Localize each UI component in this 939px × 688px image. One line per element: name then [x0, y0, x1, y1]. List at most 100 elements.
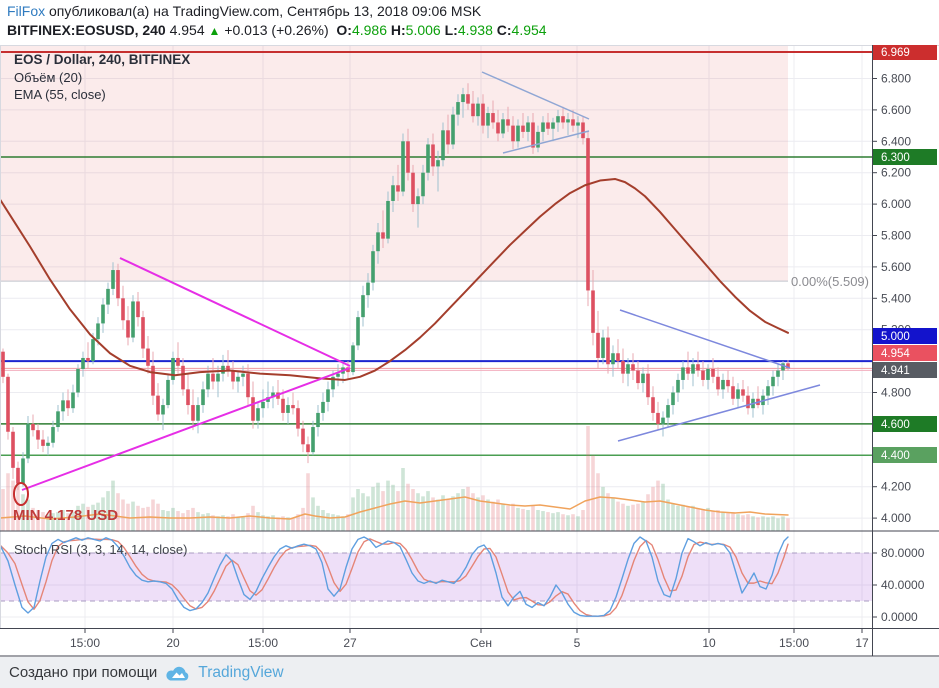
volume-bar — [256, 512, 260, 531]
candle-body — [326, 389, 330, 402]
volume-bar — [226, 516, 230, 531]
candle-body — [186, 389, 190, 406]
time-axis[interactable] — [0, 629, 872, 656]
candle-body — [51, 427, 55, 443]
candle-body — [486, 113, 490, 126]
candle-body — [591, 290, 595, 333]
symbol-label[interactable]: BITFINEX:EOSUSD, 240 — [7, 22, 166, 38]
candle-body — [626, 364, 630, 374]
volume-bar — [146, 506, 150, 531]
stoch-d-line — [0, 537, 789, 617]
candle-body — [286, 405, 290, 413]
chart-legend-volume[interactable]: Объём (20) — [14, 70, 82, 85]
volume-bar — [711, 511, 715, 531]
price-tick-label: 6.000 — [881, 197, 911, 211]
candle-body — [691, 364, 695, 374]
volume-bar — [426, 491, 430, 531]
author-link[interactable]: FilFox — [7, 3, 46, 19]
fib-level-label: 0.00%(5.509) — [791, 274, 869, 289]
candle-body — [651, 397, 655, 413]
volume-bar — [511, 503, 515, 531]
volume-bar — [331, 514, 335, 531]
volume-bar — [276, 517, 280, 531]
candle-body — [261, 401, 265, 409]
volume-bar — [681, 504, 685, 531]
volume-bar — [321, 510, 325, 531]
candle-body — [506, 119, 510, 126]
volume-bar — [251, 505, 255, 531]
chart-canvas[interactable]: 6.800 6.600 6.400 6.200 6.000 5.800 5.600 5.400… — [0, 45, 939, 657]
volume-bar — [441, 495, 445, 531]
candle-body — [156, 395, 160, 415]
last-price: 4.954 — [169, 22, 205, 38]
low-value: 4.938 — [457, 22, 493, 38]
chart-legend-ema[interactable]: EMA (55, close) — [14, 87, 106, 102]
volume-bar — [666, 499, 670, 531]
volume-bar — [576, 516, 580, 531]
tradingview-brand-link[interactable]: TradingView — [198, 663, 284, 681]
volume-bar — [691, 505, 695, 531]
ema-line — [0, 177, 789, 381]
candle-body — [136, 301, 140, 318]
main-chart-pane[interactable] — [0, 45, 872, 531]
candle-body — [131, 301, 135, 338]
candle-body — [541, 122, 545, 132]
volume-bar — [641, 501, 645, 531]
volume-bar — [561, 514, 565, 531]
price-badge — [873, 447, 937, 463]
volume-bar — [476, 497, 480, 531]
candle-body — [536, 131, 540, 148]
stoch-legend[interactable]: Stoch RSI (3, 3, 14, 14, close) — [14, 542, 187, 557]
volume-bar — [151, 499, 155, 531]
volume-bar — [786, 518, 790, 531]
candle-body — [26, 423, 30, 459]
candle-body — [446, 130, 450, 145]
candle-body — [776, 370, 780, 377]
volume-bar — [291, 518, 295, 531]
candle-body — [106, 288, 110, 305]
candle-body — [401, 141, 405, 192]
candle-body — [181, 365, 185, 390]
volume-bar — [771, 516, 775, 531]
candle-body — [236, 376, 240, 382]
volume-bar — [696, 508, 700, 531]
volume-bar — [196, 512, 200, 531]
volume-bar — [286, 517, 290, 531]
volume-bar — [176, 511, 180, 531]
candle-body — [586, 138, 590, 291]
candle-body — [621, 361, 625, 374]
volume-bar — [91, 504, 95, 531]
volume-bar — [531, 505, 535, 531]
volume-bar — [381, 491, 385, 531]
volume-bar — [761, 516, 765, 531]
volume-bar — [431, 497, 435, 531]
candle-body — [376, 232, 380, 252]
volume-bar — [86, 506, 90, 531]
volume-bar — [186, 510, 190, 531]
candle-body — [616, 353, 620, 362]
volume-bar — [651, 486, 655, 531]
volume-bar — [556, 512, 560, 531]
triangle-lower-line — [21, 367, 351, 491]
candle-body — [16, 467, 20, 484]
volume-bar — [436, 499, 440, 531]
candle-body — [216, 373, 220, 382]
candle-body — [476, 103, 480, 117]
candle-body — [521, 125, 525, 132]
candle-body — [716, 376, 720, 390]
candle-body — [721, 379, 725, 390]
candle-body — [551, 122, 555, 129]
volume-bar — [661, 483, 665, 531]
volume-bar — [221, 515, 225, 531]
chart-legend-title[interactable]: EOS / Dollar, 240, BITFINEX — [14, 52, 190, 67]
candle-body — [686, 367, 690, 374]
volume-bar — [591, 455, 595, 531]
volume-bar — [361, 493, 365, 531]
candle-body — [416, 196, 420, 205]
tradingview-logo-icon — [166, 666, 189, 681]
candle-body — [511, 125, 515, 142]
volume-bar — [1, 489, 5, 531]
volume-bar — [481, 495, 485, 531]
candle-body — [676, 379, 680, 393]
